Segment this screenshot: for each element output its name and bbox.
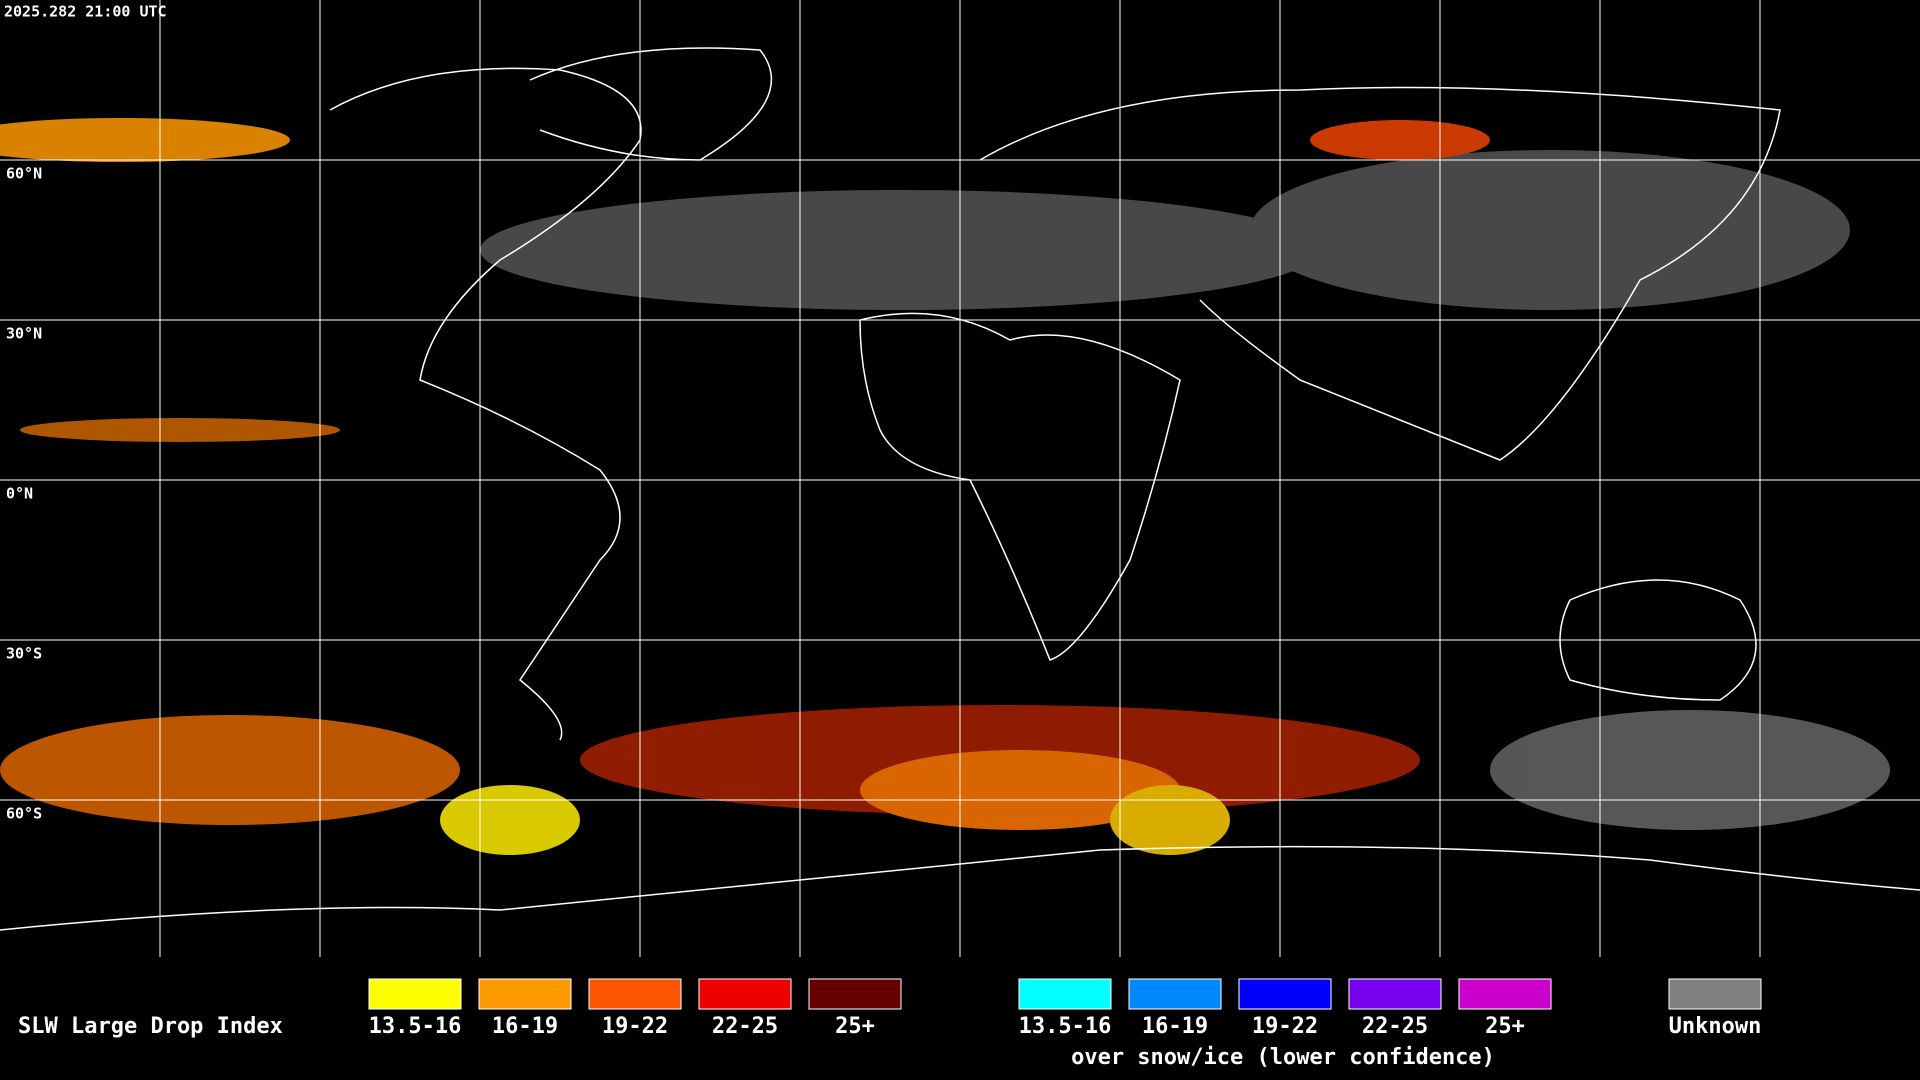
lat-label: 60°N	[6, 165, 42, 183]
legend-label: 16-19	[492, 1014, 558, 1039]
cloud-field	[1250, 150, 1850, 310]
legend-label: 25+	[1485, 1014, 1525, 1039]
coastline	[0, 845, 1920, 931]
legend-panel	[0, 958, 1920, 1080]
coastline	[859, 312, 1181, 661]
legend-swatch	[478, 978, 572, 1010]
cloud-field	[440, 785, 580, 855]
legend-swatch	[1128, 978, 1222, 1010]
legend-swatch	[808, 978, 902, 1010]
legend-label: 25+	[835, 1014, 875, 1039]
coastline	[979, 86, 1781, 461]
coastline	[1559, 579, 1757, 701]
legend-swatch	[698, 978, 792, 1010]
cloud-fields	[0, 118, 1890, 855]
cloud-field	[480, 190, 1320, 310]
legend-swatch	[1238, 978, 1332, 1010]
legend-label: 19-22	[602, 1014, 668, 1039]
legend-label: 13.5-16	[369, 1014, 462, 1039]
legend-swatch	[1458, 978, 1552, 1010]
legend-swatch	[1348, 978, 1442, 1010]
timestamp: 2025.282 21:00 UTC	[4, 3, 167, 21]
legend-swatch	[368, 978, 462, 1010]
lat-label: 0°N	[6, 485, 33, 503]
legend-swatch	[1668, 978, 1762, 1010]
graticule: 60°N 30°N 0°N 30°S 60°S	[0, 0, 1920, 957]
cloud-field	[20, 418, 340, 442]
cloud-field	[0, 715, 460, 825]
legend-caption: over snow/ice (lower confidence)	[1071, 1045, 1495, 1070]
lat-label: 30°N	[6, 325, 42, 343]
legend-label: 22-25	[1362, 1014, 1428, 1039]
lat-label: 60°S	[6, 805, 42, 823]
legend-title: SLW Large Drop Index	[18, 1014, 283, 1039]
coastlines	[0, 47, 1920, 931]
legend-swatch	[588, 978, 682, 1010]
coastline	[329, 67, 642, 741]
cloud-field	[1310, 120, 1490, 160]
legend-label: 13.5-16	[1019, 1014, 1112, 1039]
legend-label: Unknown	[1669, 1014, 1762, 1039]
lat-label: 30°S	[6, 645, 42, 663]
cloud-field	[0, 118, 290, 162]
coastline	[529, 47, 773, 161]
cloud-field	[860, 750, 1180, 830]
legend: 13.5-16 16-19 19-22 22-25 25+ 13.5-16 16-19 19-…	[368, 978, 1762, 1039]
legend-label: 22-25	[712, 1014, 778, 1039]
legend-label: 19-22	[1252, 1014, 1318, 1039]
cloud-field	[1490, 710, 1890, 830]
legend-label: 16-19	[1142, 1014, 1208, 1039]
cloud-field	[1110, 785, 1230, 855]
legend-swatch	[1018, 978, 1112, 1010]
